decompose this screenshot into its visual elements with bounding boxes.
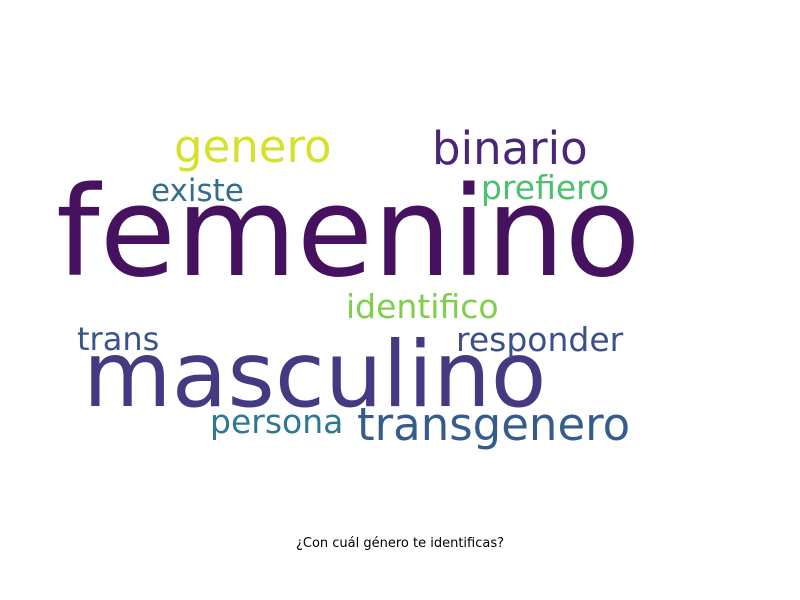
- word-transgenero: transgenero: [357, 398, 631, 451]
- word-femenino: femenino: [56, 161, 641, 305]
- word-masculino: masculino: [83, 323, 547, 428]
- word-identifico: identifico: [346, 287, 499, 326]
- word-existe: existe: [151, 173, 244, 209]
- word-prefiero: prefiero: [481, 168, 610, 207]
- word-binario: binario: [432, 122, 588, 175]
- word-persona: persona: [210, 402, 344, 441]
- word-responder: responder: [456, 320, 624, 359]
- word-trans: trans: [77, 320, 160, 358]
- figure-caption: ¿Con cuál género te identificas?: [295, 536, 505, 551]
- word-genero: genero: [174, 120, 332, 173]
